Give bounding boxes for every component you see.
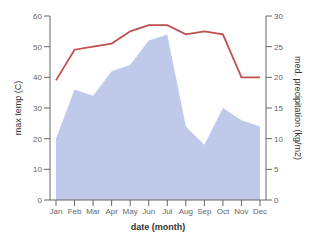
- svg-text:30: 30: [33, 104, 42, 113]
- svg-text:Apr: Apr: [105, 207, 118, 216]
- svg-text:date (month): date (month): [131, 222, 186, 232]
- svg-text:Dec: Dec: [253, 207, 267, 216]
- svg-text:Sep: Sep: [197, 207, 212, 216]
- svg-text:med. precipitation (kg/m2): med. precipitation (kg/m2): [293, 56, 303, 160]
- svg-text:30: 30: [274, 12, 283, 21]
- svg-text:Oct: Oct: [217, 207, 230, 216]
- svg-text:May: May: [123, 207, 138, 216]
- svg-text:20: 20: [274, 73, 283, 82]
- svg-text:50: 50: [33, 43, 42, 52]
- svg-text:Jul: Jul: [162, 207, 172, 216]
- svg-text:0: 0: [38, 196, 43, 205]
- svg-text:10: 10: [33, 165, 42, 174]
- svg-text:60: 60: [33, 12, 42, 21]
- svg-text:20: 20: [33, 135, 42, 144]
- svg-text:5: 5: [274, 165, 279, 174]
- svg-text:40: 40: [33, 73, 42, 82]
- svg-text:Jan: Jan: [50, 207, 63, 216]
- svg-text:Jun: Jun: [142, 207, 155, 216]
- svg-text:Aug: Aug: [179, 207, 193, 216]
- svg-text:Feb: Feb: [68, 207, 82, 216]
- svg-text:max temp (C): max temp (C): [13, 81, 23, 136]
- svg-text:Mar: Mar: [86, 207, 100, 216]
- svg-text:15: 15: [274, 104, 283, 113]
- svg-text:10: 10: [274, 135, 283, 144]
- svg-text:0: 0: [274, 196, 279, 205]
- svg-text:Nov: Nov: [234, 207, 248, 216]
- svg-text:25: 25: [274, 43, 283, 52]
